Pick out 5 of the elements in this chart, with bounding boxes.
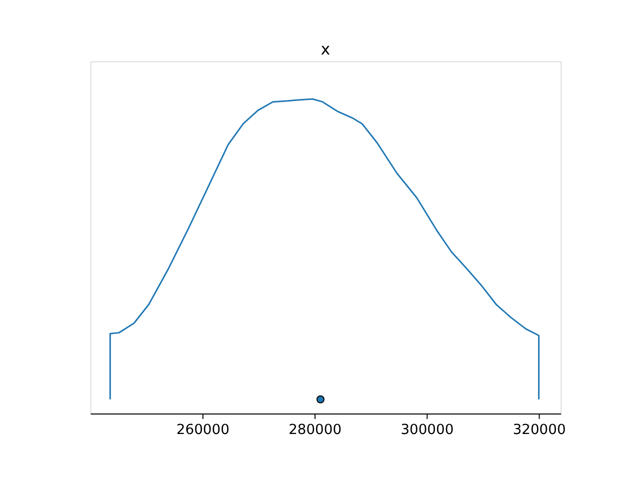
x-tick-label: 280000: [288, 422, 342, 438]
x-tick-label: 300000: [400, 422, 454, 438]
chart-title: x: [320, 39, 330, 58]
x-tick-label: 260000: [176, 422, 230, 438]
x-tick-label: 320000: [512, 422, 566, 438]
